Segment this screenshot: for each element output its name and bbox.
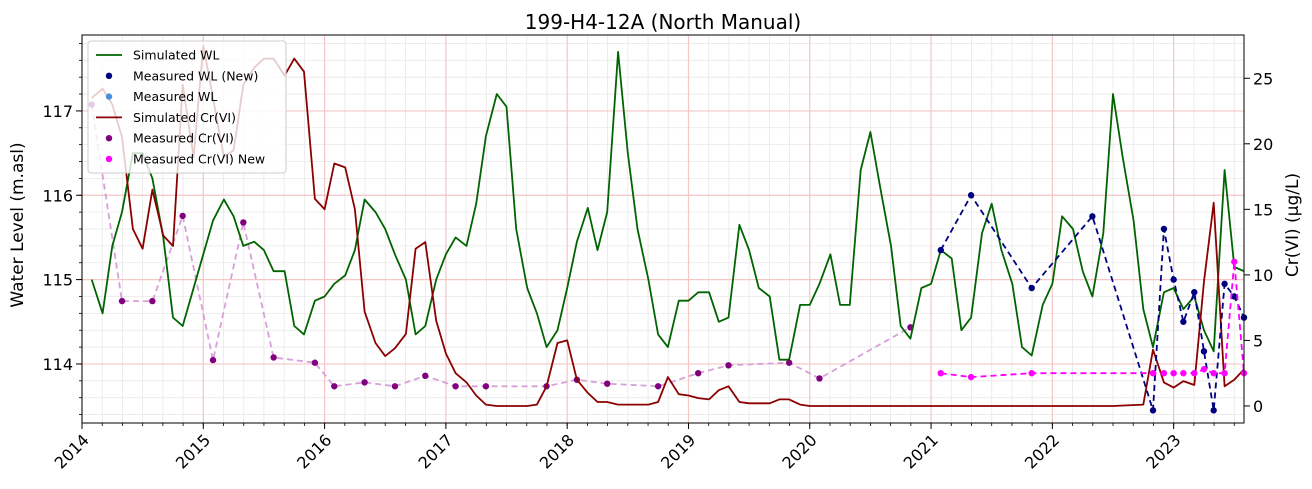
y-tick-label: 117 — [42, 102, 73, 121]
data-point-measured-cr-vi — [604, 380, 611, 387]
data-point-measured-wl-new — [1191, 289, 1198, 296]
x-tick-label: 2020 — [778, 430, 820, 472]
data-point-measured-cr-vi — [331, 383, 338, 390]
data-point-measured-cr-vi — [422, 372, 429, 380]
x-tick-label: 2017 — [414, 430, 456, 472]
x-tick-label: 2019 — [657, 430, 699, 472]
y-tick-label: 114 — [42, 355, 73, 374]
data-point-measured-cr-vi — [270, 354, 277, 361]
data-point-measured-cr-vi — [725, 362, 732, 369]
legend-box — [87, 40, 287, 174]
legend-swatch-measured-cr-vi-new — [105, 155, 113, 163]
data-point-measured-wl-new — [937, 246, 944, 254]
data-point-measured-cr-vi — [240, 219, 247, 226]
data-point-measured-cr-vi-new — [1200, 366, 1208, 373]
data-point-measured-cr-vi — [179, 212, 186, 220]
legend-swatch-measured-cr-vi — [105, 135, 113, 142]
data-point-measured-cr-vi-new — [1170, 369, 1177, 377]
x-tick-label: 2018 — [536, 430, 578, 472]
data-point-measured-cr-vi — [452, 383, 459, 390]
data-point-measured-cr-vi — [209, 356, 217, 364]
data-point-measured-wl-new — [1200, 348, 1208, 355]
y2-tick-label: 25 — [1253, 69, 1273, 88]
data-point-measured-wl-new — [1180, 318, 1187, 325]
data-point-measured-cr-vi — [654, 383, 662, 390]
y-tick-label: 116 — [42, 186, 73, 205]
data-point-measured-wl-new — [1149, 407, 1157, 414]
x-tick-label: 2015 — [172, 430, 214, 472]
legend-label-measured-wl-new: Measured WL (New) — [133, 68, 258, 83]
data-point-measured-cr-vi-new — [1221, 369, 1228, 377]
data-point-measured-cr-vi — [149, 297, 156, 305]
data-point-measured-cr-vi — [311, 359, 319, 366]
data-point-measured-cr-vi-new — [1210, 369, 1217, 377]
y2-tick-label: 15 — [1253, 200, 1273, 219]
data-point-measured-cr-vi-new — [1191, 369, 1198, 377]
data-point-measured-cr-vi — [391, 383, 399, 390]
plot-area — [88, 44, 1248, 414]
legend-label-measured-cr-vi: Measured Cr(VI) — [133, 131, 234, 146]
y-tick-label: 115 — [42, 271, 73, 290]
data-point-measured-wl-new — [1160, 225, 1168, 233]
y2-tick-label: 5 — [1253, 331, 1263, 350]
data-point-measured-cr-vi — [694, 369, 702, 377]
legend-label-simulated-wl: Simulated WL — [133, 48, 219, 63]
data-point-measured-cr-vi-new — [1180, 369, 1187, 377]
series-line-measured-wl-new — [940, 194, 1245, 412]
x-tick-label: 2022 — [1021, 430, 1063, 472]
data-point-measured-wl-new — [1210, 407, 1217, 414]
x-tick-label: 2023 — [1142, 430, 1184, 472]
data-point-measured-cr-vi — [816, 375, 823, 382]
legend-label-measured-cr-vi-new: Measured Cr(VI) New — [133, 152, 265, 167]
data-point-measured-wl-new — [1221, 280, 1228, 288]
data-point-measured-cr-vi — [118, 297, 126, 305]
data-point-measured-cr-vi-new — [1231, 258, 1238, 265]
grid — [81, 35, 1244, 423]
x-tick-label: 2016 — [293, 430, 335, 472]
data-point-measured-cr-vi — [361, 379, 368, 386]
y-axis-label: Water Level (m.asl) — [8, 142, 28, 307]
data-point-measured-cr-vi-new — [1149, 369, 1157, 377]
data-point-measured-wl-new — [1089, 213, 1096, 220]
data-point-measured-cr-vi-new — [937, 369, 944, 377]
x-tick-label: 2021 — [900, 430, 942, 472]
y2-tick-label: 10 — [1253, 266, 1273, 285]
legend-label-measured-wl: Measured WL — [133, 89, 217, 104]
chart-title: 199-H4-12A (North Manual) — [525, 10, 801, 34]
data-point-measured-cr-vi-new — [1028, 369, 1035, 377]
data-point-measured-cr-vi — [785, 359, 793, 366]
data-point-measured-cr-vi-new — [967, 373, 975, 381]
data-point-measured-wl-new — [1231, 293, 1238, 300]
legend: Simulated WL Measured WL (New) Measured WL… — [87, 40, 287, 174]
x-tick-label: 2014 — [51, 430, 93, 472]
data-point-measured-wl-new — [1170, 276, 1177, 283]
data-point-measured-cr-vi-new — [1160, 369, 1168, 377]
data-point-measured-wl-new — [1028, 284, 1035, 292]
legend-swatch-measured-wl-new — [105, 72, 113, 80]
data-point-measured-wl-new — [967, 192, 975, 199]
y2-tick-label: 0 — [1253, 397, 1263, 416]
data-point-measured-cr-vi — [482, 383, 490, 390]
y2-axis-label: Cr(VI) (µg/L) — [1283, 173, 1303, 277]
y2-tick-label: 20 — [1253, 135, 1273, 154]
series-line-simulated-wl — [90, 51, 1245, 361]
legend-swatch-measured-wl — [105, 93, 113, 100]
legend-label-simulated-cr-vi: Simulated Cr(VI) — [133, 110, 236, 125]
